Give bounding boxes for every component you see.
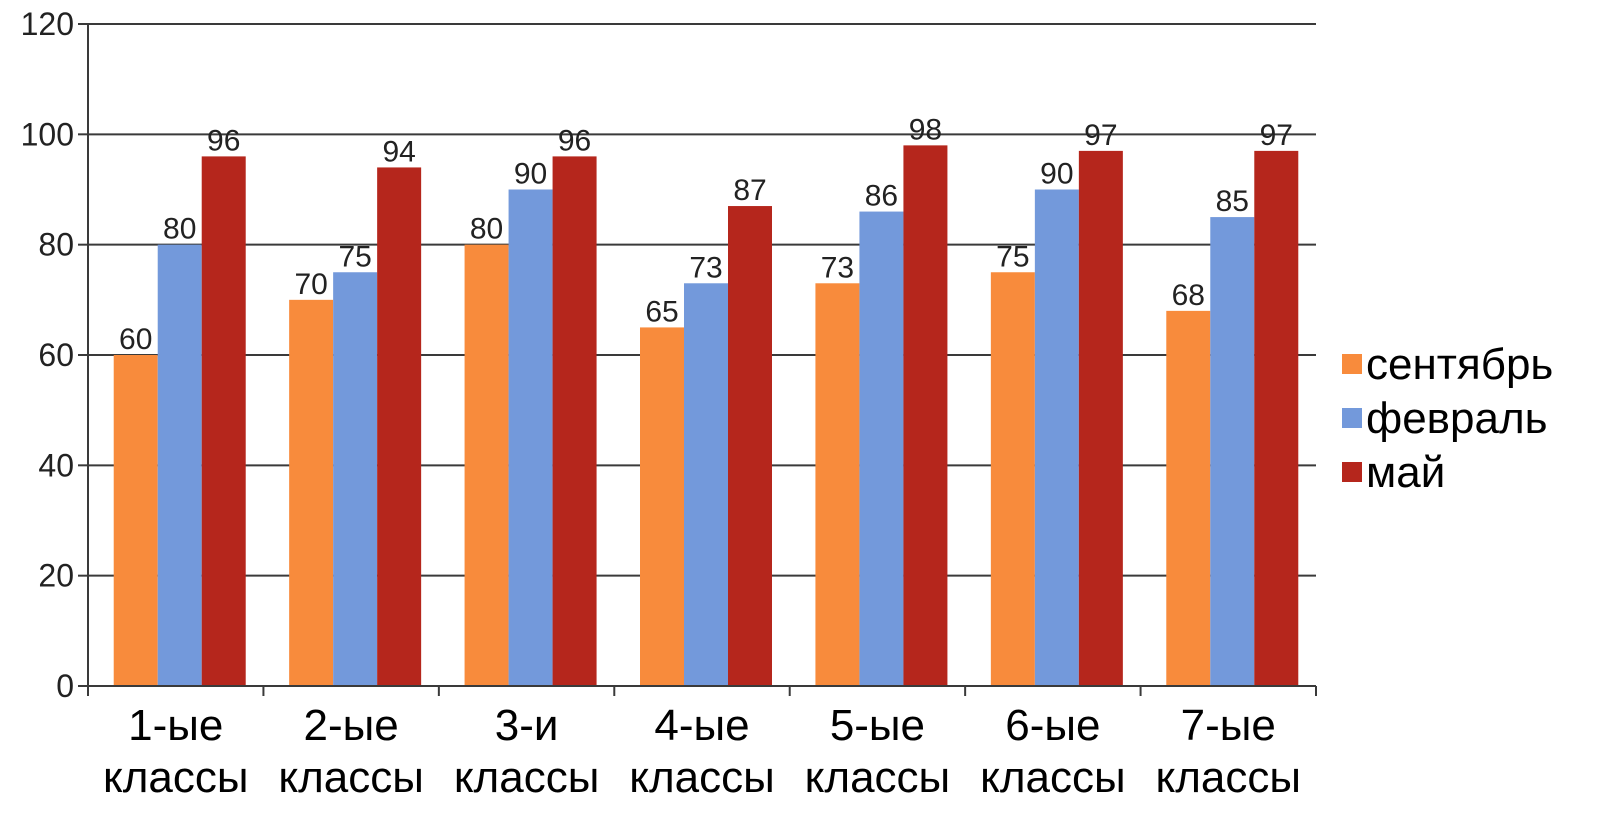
data-label: 87 — [733, 174, 766, 207]
x-tick-label: 2-ые — [304, 701, 399, 750]
x-tick-label: 6-ые — [1005, 701, 1100, 750]
legend-label: май — [1366, 448, 1445, 497]
bar-february — [1210, 217, 1255, 687]
data-label: 68 — [1172, 279, 1205, 312]
data-label: 96 — [207, 124, 240, 157]
data-label: 98 — [909, 113, 942, 146]
x-tick-label: 7-ые — [1181, 701, 1276, 750]
x-tick-label: 3-и — [495, 701, 559, 750]
bar-may — [1078, 150, 1123, 687]
bar-may — [1254, 150, 1299, 687]
x-tick-label: классы — [454, 753, 600, 802]
data-label: 65 — [645, 295, 678, 328]
bar-may — [903, 145, 948, 686]
data-label: 73 — [689, 251, 722, 284]
data-label: 97 — [1084, 119, 1117, 152]
bar-september — [289, 299, 334, 686]
data-label: 86 — [865, 180, 898, 213]
x-tick-label: 5-ые — [830, 701, 925, 750]
y-tick-label: 120 — [21, 6, 74, 42]
data-label: 75 — [996, 240, 1029, 273]
data-label: 75 — [338, 240, 371, 273]
x-tick-label: классы — [278, 753, 424, 802]
data-label: 94 — [382, 135, 415, 168]
data-label: 90 — [1040, 158, 1073, 191]
bar-may — [377, 167, 422, 686]
y-tick-label: 20 — [38, 558, 74, 594]
bar-september — [464, 244, 509, 686]
y-tick-label: 0 — [56, 668, 74, 704]
y-tick-label: 40 — [38, 447, 74, 483]
x-tick-label: 4-ые — [654, 701, 749, 750]
data-label: 96 — [558, 124, 591, 157]
y-tick-label: 60 — [38, 337, 74, 373]
data-label: 70 — [294, 268, 327, 301]
x-tick-label: классы — [1156, 753, 1302, 802]
bar-february — [684, 283, 728, 686]
data-label: 90 — [514, 158, 547, 191]
x-tick-label: классы — [103, 753, 249, 802]
legend-swatch — [1342, 354, 1362, 374]
bar-february — [508, 189, 553, 686]
bar-february — [333, 272, 378, 686]
x-tick-label: классы — [980, 753, 1126, 802]
bar-september — [990, 272, 1035, 686]
x-tick-label: 1-ые — [128, 701, 223, 750]
x-tick-label: классы — [805, 753, 951, 802]
bar-may — [201, 156, 246, 686]
data-label: 60 — [119, 323, 152, 356]
bar-september — [1166, 310, 1211, 686]
data-label: 85 — [1216, 185, 1249, 218]
data-label: 73 — [821, 251, 854, 284]
data-label: 80 — [163, 213, 196, 246]
bar-september — [815, 283, 860, 686]
data-label: 80 — [470, 213, 503, 246]
data-label: 97 — [1260, 119, 1293, 152]
bar-september — [113, 355, 158, 686]
bar-february — [859, 211, 904, 687]
bar-may — [552, 156, 597, 686]
y-tick-label: 80 — [38, 227, 74, 263]
y-tick-label: 100 — [21, 116, 74, 152]
legend-label: сентябрь — [1366, 340, 1553, 389]
bar-february — [1034, 189, 1079, 686]
bar-february — [157, 244, 202, 686]
legend-swatch — [1342, 408, 1362, 428]
legend-swatch — [1342, 462, 1362, 482]
bar-september — [640, 327, 684, 686]
legend-label: февраль — [1366, 394, 1548, 443]
bar-may — [728, 206, 772, 687]
x-tick-label: классы — [629, 753, 775, 802]
